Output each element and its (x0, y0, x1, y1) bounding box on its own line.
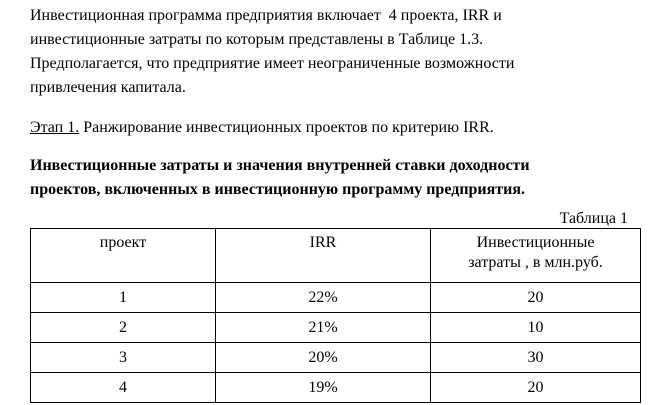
header-line: затраты , в млн.руб. (468, 254, 603, 271)
table: проект IRR Инвестиционные затраты , в млн… (30, 228, 641, 403)
table-cell: 3 (30, 342, 216, 373)
table-cell: 30 (430, 342, 641, 373)
header-line: Инвестиционные (476, 234, 595, 251)
header-cell: IRR (215, 228, 431, 283)
table-caption: Таблица 1 (559, 210, 628, 227)
heading-line: проектов, включенных в инвестиционную пр… (30, 181, 526, 198)
header-cell: проект (30, 228, 216, 283)
paragraph-line: привлечения капитала. (30, 79, 186, 96)
table-cell: 20 (430, 372, 641, 403)
table-cell: 19% (215, 372, 431, 403)
table-cell: 20% (215, 342, 431, 373)
header-row: проект IRR Инвестиционные затраты , в млн… (30, 228, 641, 283)
table-cell: 1 (30, 282, 216, 313)
table-row: 2 21% 10 (30, 312, 641, 343)
header-cell: Инвестиционные затраты , в млн.руб. (430, 228, 641, 283)
heading-line: Инвестиционные затраты и значения внутре… (30, 157, 530, 174)
table-cell: 4 (30, 372, 216, 403)
table-cell: 10 (430, 312, 641, 343)
paragraph-line: Инвестиционная программа предприятия вкл… (30, 7, 502, 24)
stage: Этап 1. Ранжирование инвестиционных прое… (30, 118, 494, 138)
table-row: 3 20% 30 (30, 342, 641, 373)
paragraph-line: Предполагается, что предприятие имеет не… (30, 55, 515, 72)
stage-label: Этап 1. (30, 119, 80, 136)
paragraph-line: инвестиционные затраты по которым предст… (30, 31, 484, 48)
table-row: 4 19% 20 (30, 372, 641, 403)
table-row: 1 22% 20 (30, 282, 641, 313)
stage-text: Ранжирование инвестиционных проектов по … (79, 119, 494, 136)
table-cell: 22% (215, 282, 431, 313)
table-cell: 2 (30, 312, 216, 343)
table-cell: 20 (430, 282, 641, 313)
table-cell: 21% (215, 312, 431, 343)
